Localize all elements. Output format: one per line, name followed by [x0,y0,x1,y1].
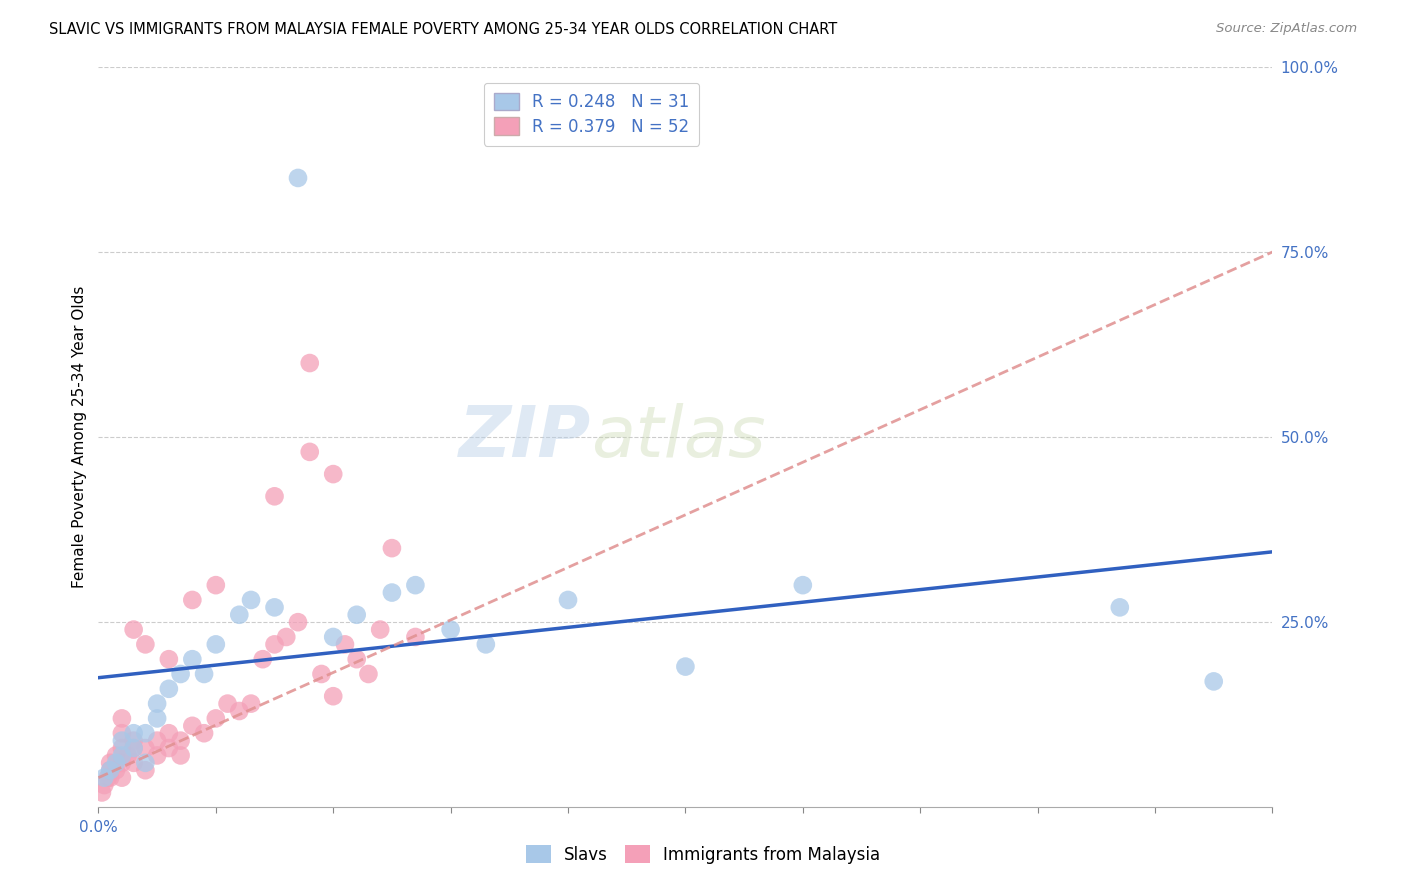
Point [157,741,180,756]
Point [675,659,697,673]
Point [117,748,139,763]
Legend: Slavs, Immigrants from Malaysia: Slavs, Immigrants from Malaysia [519,838,887,871]
Point [205,637,228,651]
Point [111,726,134,740]
Point [357,667,380,681]
Y-axis label: Female Poverty Among 25-34 Year Olds: Female Poverty Among 25-34 Year Olds [72,286,87,588]
Point [157,652,180,666]
Text: ZIP: ZIP [460,402,592,472]
Point [146,697,169,711]
Point [97,771,120,785]
Point [181,652,204,666]
Point [146,748,169,763]
Point [298,445,321,459]
Point [240,593,263,607]
Legend: R = 0.248   N = 31, R = 0.379   N = 52: R = 0.248 N = 31, R = 0.379 N = 52 [484,83,699,145]
Point [111,748,134,763]
Point [792,578,814,592]
Point [322,689,344,703]
Point [93,778,115,792]
Point [157,726,180,740]
Point [134,726,156,740]
Point [134,756,156,770]
Point [381,541,404,555]
Point [263,637,285,651]
Point [98,756,121,770]
Point [346,652,368,666]
Point [557,593,579,607]
Point [111,733,134,747]
Point [122,756,145,770]
Text: SLAVIC VS IMMIGRANTS FROM MALAYSIA FEMALE POVERTY AMONG 25-34 YEAR OLDS CORRELAT: SLAVIC VS IMMIGRANTS FROM MALAYSIA FEMAL… [49,22,838,37]
Point [122,623,145,637]
Point [157,681,180,696]
Point [346,607,368,622]
Point [111,756,134,770]
Point [322,630,344,644]
Point [276,630,298,644]
Point [105,764,128,778]
Point [181,719,204,733]
Point [298,356,321,370]
Point [193,726,215,740]
Point [181,593,204,607]
Point [111,711,134,725]
Point [240,697,263,711]
Point [1108,600,1130,615]
Point [134,741,156,756]
Point [475,637,498,651]
Point [98,771,121,785]
Point [122,741,145,756]
Point [263,600,285,615]
Point [381,585,404,599]
Point [91,785,114,799]
Point [146,711,169,725]
Point [122,741,145,756]
Text: atlas: atlas [592,402,766,472]
Point [205,711,228,725]
Point [439,623,461,637]
Point [287,171,309,186]
Point [122,726,145,740]
Point [169,733,191,747]
Point [169,667,191,681]
Point [193,667,215,681]
Point [205,578,228,592]
Point [311,667,333,681]
Text: Source: ZipAtlas.com: Source: ZipAtlas.com [1216,22,1357,36]
Point [169,748,191,763]
Point [105,756,128,770]
Point [111,771,134,785]
Point [1202,674,1225,689]
Point [368,623,391,637]
Point [404,630,426,644]
Point [111,741,134,756]
Point [228,607,250,622]
Point [228,704,250,718]
Point [105,748,128,763]
Point [217,697,239,711]
Point [134,637,156,651]
Point [98,764,121,778]
Point [252,652,274,666]
Point [98,764,121,778]
Point [404,578,426,592]
Point [263,489,285,503]
Point [322,467,344,482]
Point [134,764,156,778]
Point [122,733,145,747]
Point [333,637,356,651]
Point [287,615,309,630]
Point [146,733,169,747]
Point [93,771,115,785]
